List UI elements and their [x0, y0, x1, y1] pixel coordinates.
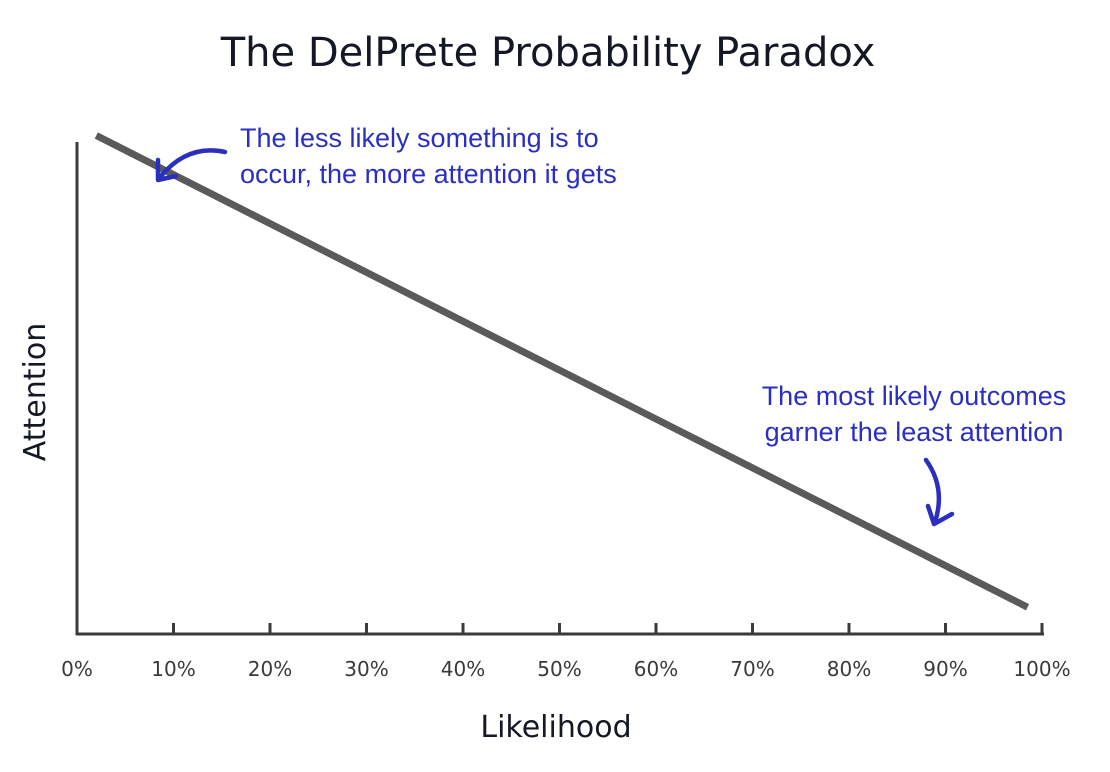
x-tick-label: 10%	[151, 657, 195, 681]
x-tick-label: 50%	[537, 657, 581, 681]
y-axis-title: Attention	[18, 323, 53, 461]
x-tick-labels: 0% 10% 20% 30% 40% 50% 60% 70% 80% 90% 100%	[61, 657, 1070, 681]
x-tick-label: 100%	[1013, 657, 1070, 681]
x-tick-label: 20%	[248, 657, 292, 681]
x-tick-label: 40%	[441, 657, 485, 681]
series-layer	[94, 132, 1030, 611]
x-tick-label: 90%	[923, 657, 967, 681]
x-ticks	[172, 623, 1044, 635]
curved-arrow-left-icon	[155, 148, 228, 183]
annotation-low-likelihood-line-1: The less likely something is to	[240, 123, 599, 153]
x-tick-label: 30%	[344, 657, 388, 681]
x-axis-title: Likelihood	[480, 710, 631, 745]
annotation-high-likelihood: The most likely outcomes garner the leas…	[762, 381, 1067, 527]
x-tick-label: 60%	[634, 657, 678, 681]
curved-arrow-down-icon	[923, 457, 955, 527]
x-tick-label: 80%	[827, 657, 871, 681]
annotation-high-likelihood-line-2: garner the least attention	[765, 417, 1064, 447]
x-tick-label: 0%	[61, 657, 93, 681]
annotation-low-likelihood: The less likely something is to occur, t…	[155, 123, 617, 189]
annotation-high-likelihood-line-1: The most likely outcomes	[762, 381, 1067, 411]
series-line-0	[94, 132, 1030, 611]
chart-title: The DelPrete Probability Paradox	[220, 30, 876, 76]
annotation-low-likelihood-line-2: occur, the more attention it gets	[240, 159, 617, 189]
x-tick-label: 70%	[730, 657, 774, 681]
